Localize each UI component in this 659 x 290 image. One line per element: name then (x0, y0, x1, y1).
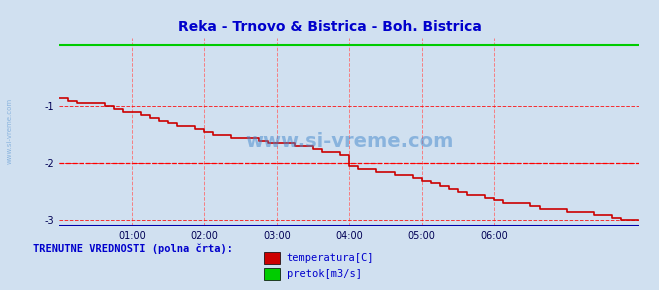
Text: pretok[m3/s]: pretok[m3/s] (287, 269, 362, 279)
Text: www.si-vreme.com: www.si-vreme.com (7, 97, 13, 164)
Text: www.si-vreme.com: www.si-vreme.com (245, 132, 453, 151)
Text: TRENUTNE VREDNOSTI (polna črta):: TRENUTNE VREDNOSTI (polna črta): (33, 244, 233, 254)
Text: Reka - Trnovo & Bistrica - Boh. Bistrica: Reka - Trnovo & Bistrica - Boh. Bistrica (177, 20, 482, 34)
Text: temperatura[C]: temperatura[C] (287, 253, 374, 263)
